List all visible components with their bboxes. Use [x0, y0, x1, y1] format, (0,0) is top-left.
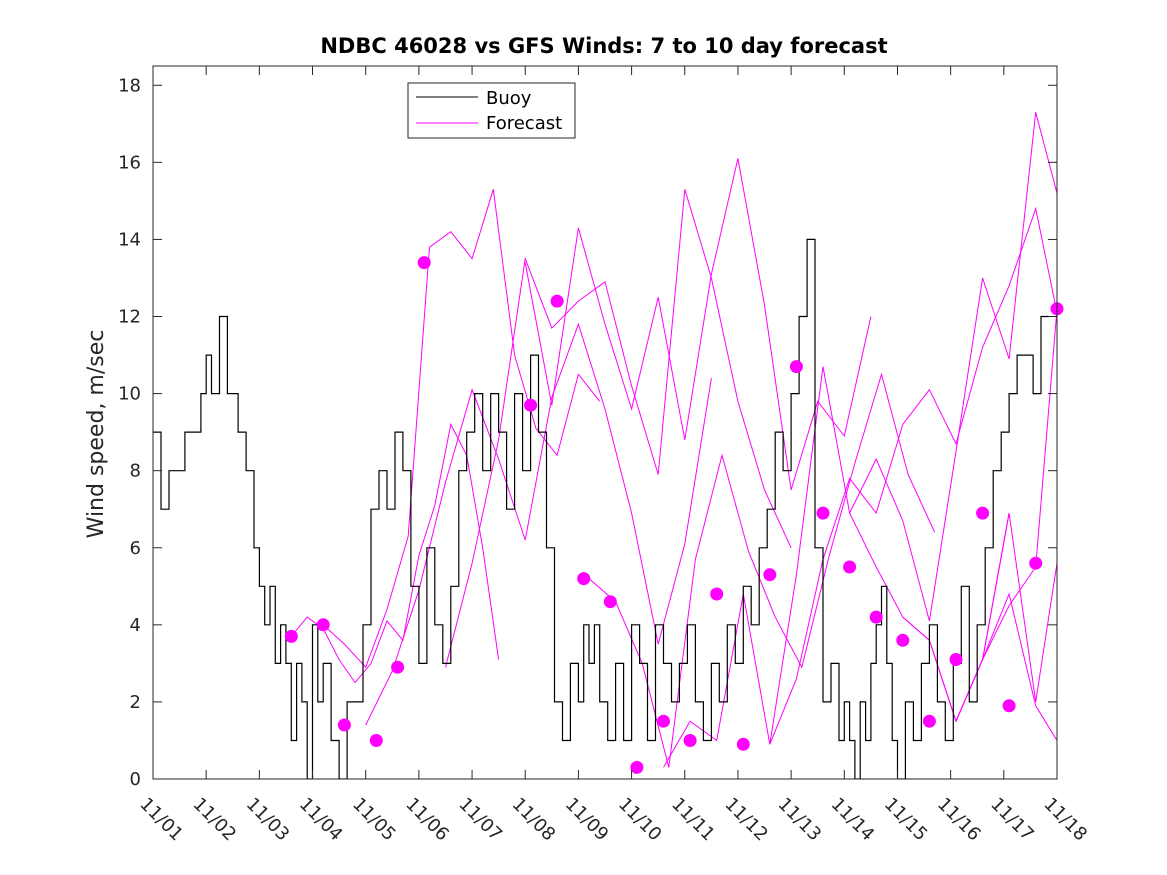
- y-tick-label: 16: [118, 152, 141, 173]
- x-tick-label: 11/05: [348, 794, 400, 846]
- x-tick-label: 11/01: [135, 794, 187, 846]
- x-tick-label: 11/17: [986, 794, 1038, 846]
- forecast-marker: [1002, 699, 1016, 713]
- forecast-line-12: [982, 308, 1057, 660]
- forecast-line-11: [955, 592, 1057, 741]
- forecast-marker: [843, 560, 857, 574]
- y-tick-label: 0: [130, 769, 141, 790]
- forecast-marker: [789, 360, 803, 374]
- x-tick-label: 11/06: [401, 794, 453, 846]
- forecast-line-2: [322, 189, 601, 669]
- forecast-marker: [1029, 556, 1043, 570]
- forecast-line-5: [524, 158, 872, 491]
- x-tick-label: 11/13: [774, 794, 826, 846]
- forecast-line-8: [769, 206, 1057, 745]
- legend-box: [407, 82, 576, 139]
- x-tick-label: 11/07: [455, 794, 507, 846]
- forecast-marker: [417, 256, 431, 270]
- x-tick-label: 11/15: [880, 794, 932, 846]
- legend: Buoy Forecast: [407, 82, 576, 139]
- forecast-marker: [577, 572, 591, 586]
- x-tick-label: 11/08: [508, 794, 560, 846]
- forecast-marker: [550, 294, 564, 308]
- y-tick-label: 4: [130, 615, 141, 636]
- plot-frame: [152, 65, 1058, 780]
- forecast-marker: [976, 506, 990, 520]
- forecast-marker: [949, 653, 963, 666]
- buoy-line: [153, 238, 1049, 779]
- forecast-marker: [763, 568, 777, 582]
- forecast-marker: [316, 618, 330, 632]
- forecast-marker-group: [284, 256, 1064, 774]
- forecast-line-9: [849, 112, 1057, 622]
- y-tick-label: 8: [130, 461, 141, 482]
- forecast-marker: [603, 595, 617, 609]
- x-tick-label: 11/14: [827, 794, 879, 846]
- x-tick-label: 11/09: [561, 794, 613, 846]
- legend-forecast-label: Forecast: [486, 113, 562, 134]
- y-tick-label: 14: [118, 229, 141, 250]
- forecast-marker: [736, 737, 750, 751]
- forecast-marker: [683, 734, 697, 747]
- y-axis: 0 2 4 6 8 10 12 14 16 18: [118, 75, 1057, 790]
- legend-buoy-label: Buoy: [486, 88, 532, 109]
- y-tick-label: 18: [118, 75, 141, 96]
- chart-title: NDBC 46028 vs GFS Winds: 7 to 10 day for…: [320, 34, 887, 58]
- plot-area: [153, 66, 1057, 779]
- forecast-marker: [630, 760, 644, 774]
- x-tick-label: 11/11: [667, 794, 719, 846]
- x-tick-label: 11/02: [189, 794, 241, 846]
- y-tick-label: 2: [130, 692, 141, 713]
- forecast-marker: [657, 714, 670, 728]
- x-tick-label: 11/04: [295, 794, 347, 846]
- forecast-line-1: [290, 422, 500, 684]
- forecast-marker: [869, 610, 883, 624]
- x-tick-label: 11/12: [720, 794, 772, 846]
- forecast-marker: [710, 587, 724, 601]
- forecast-line-3: [365, 322, 712, 726]
- x-tick-label: 11/16: [933, 794, 985, 846]
- forecast-marker: [391, 660, 405, 674]
- y-tick-label: 10: [118, 384, 141, 405]
- y-tick-label: 6: [130, 538, 141, 559]
- forecast-line-4: [445, 189, 792, 668]
- forecast-marker: [337, 718, 351, 732]
- forecast-line-6: [588, 372, 936, 768]
- forecast-series-group: [290, 112, 1057, 768]
- forecast-marker: [524, 398, 538, 412]
- x-tick-label: 11/03: [242, 794, 294, 846]
- x-tick-label: 11/18: [1039, 794, 1091, 846]
- buoy-series-group: [153, 238, 1049, 779]
- x-tick-label: 11/10: [614, 794, 666, 846]
- forecast-marker: [896, 633, 910, 647]
- forecast-marker: [369, 734, 383, 747]
- y-tick-label: 12: [118, 307, 141, 328]
- forecast-marker: [284, 629, 298, 643]
- forecast-marker: [922, 714, 936, 728]
- y-axis-label: Wind speed, m/sec: [84, 330, 109, 539]
- forecast-marker: [816, 506, 830, 520]
